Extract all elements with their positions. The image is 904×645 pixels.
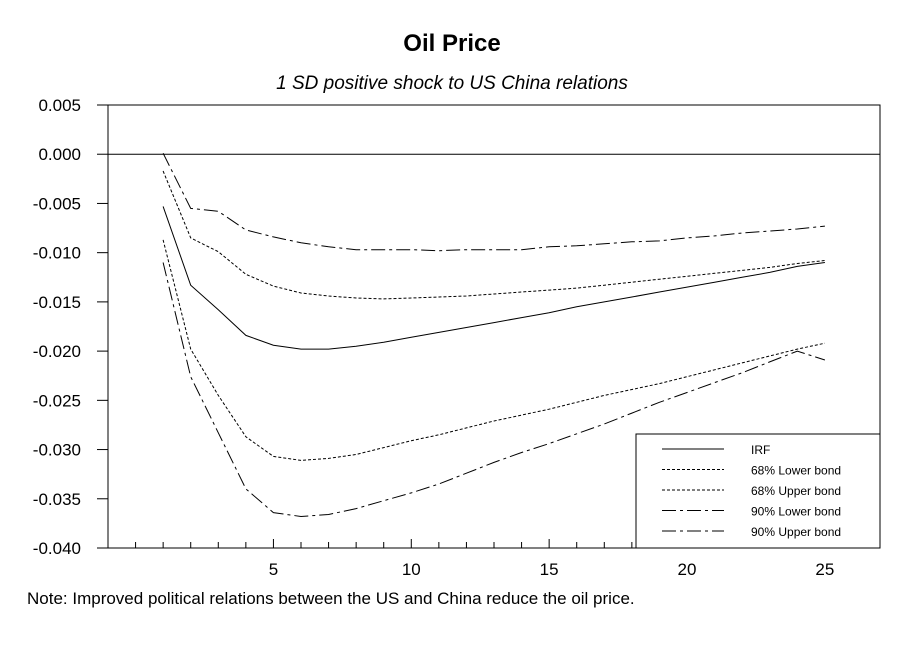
series-line-5 [162, 152, 825, 252]
legend-label: IRF [751, 443, 770, 457]
series-line-3 [162, 170, 825, 300]
x-tick-label: 10 [402, 560, 421, 579]
series-line-1 [162, 206, 825, 350]
legend-box [635, 433, 881, 549]
legend-label: 90% Upper bond [751, 525, 841, 539]
y-tick-label: -0.025 [33, 391, 81, 410]
y-tick-label: -0.040 [33, 539, 81, 558]
series-line-2 [162, 239, 826, 461]
legend-label: 68% Lower bond [751, 464, 841, 478]
y-tick-label: -0.005 [33, 194, 81, 213]
x-tick-label: 15 [540, 560, 559, 579]
y-tick-label: -0.030 [33, 441, 81, 460]
y-tick-label: -0.010 [33, 244, 81, 263]
chart-note: Note: Improved political relations betwe… [27, 589, 635, 608]
chart-title: Oil Price [403, 30, 501, 57]
chart-subtitle: 1 SD positive shock to US China relation… [276, 73, 628, 94]
x-tick-label: 5 [269, 560, 278, 579]
x-tick-label: 25 [815, 560, 834, 579]
y-tick-label: -0.015 [33, 293, 81, 312]
x-tick-label: 20 [678, 560, 697, 579]
y-tick-label: -0.035 [33, 490, 81, 509]
series-group [162, 152, 826, 518]
series-line-4 [162, 262, 826, 518]
legend-label: 90% Lower bond [751, 505, 841, 519]
y-tick-label: 0.000 [38, 145, 81, 164]
x-axis: 5 10 15 20 25 [135, 539, 853, 579]
legend: IRF 68% Lower bond 68% Upper bond 90% Lower… [635, 433, 881, 549]
y-tick-label: -0.020 [33, 342, 81, 361]
legend-label: 68% Upper bond [751, 484, 841, 498]
y-axis: 0.005 0.000 -0.005 -0.010 -0.015 -0.020 -0.025… [33, 96, 108, 558]
y-tick-label: 0.005 [38, 96, 81, 115]
